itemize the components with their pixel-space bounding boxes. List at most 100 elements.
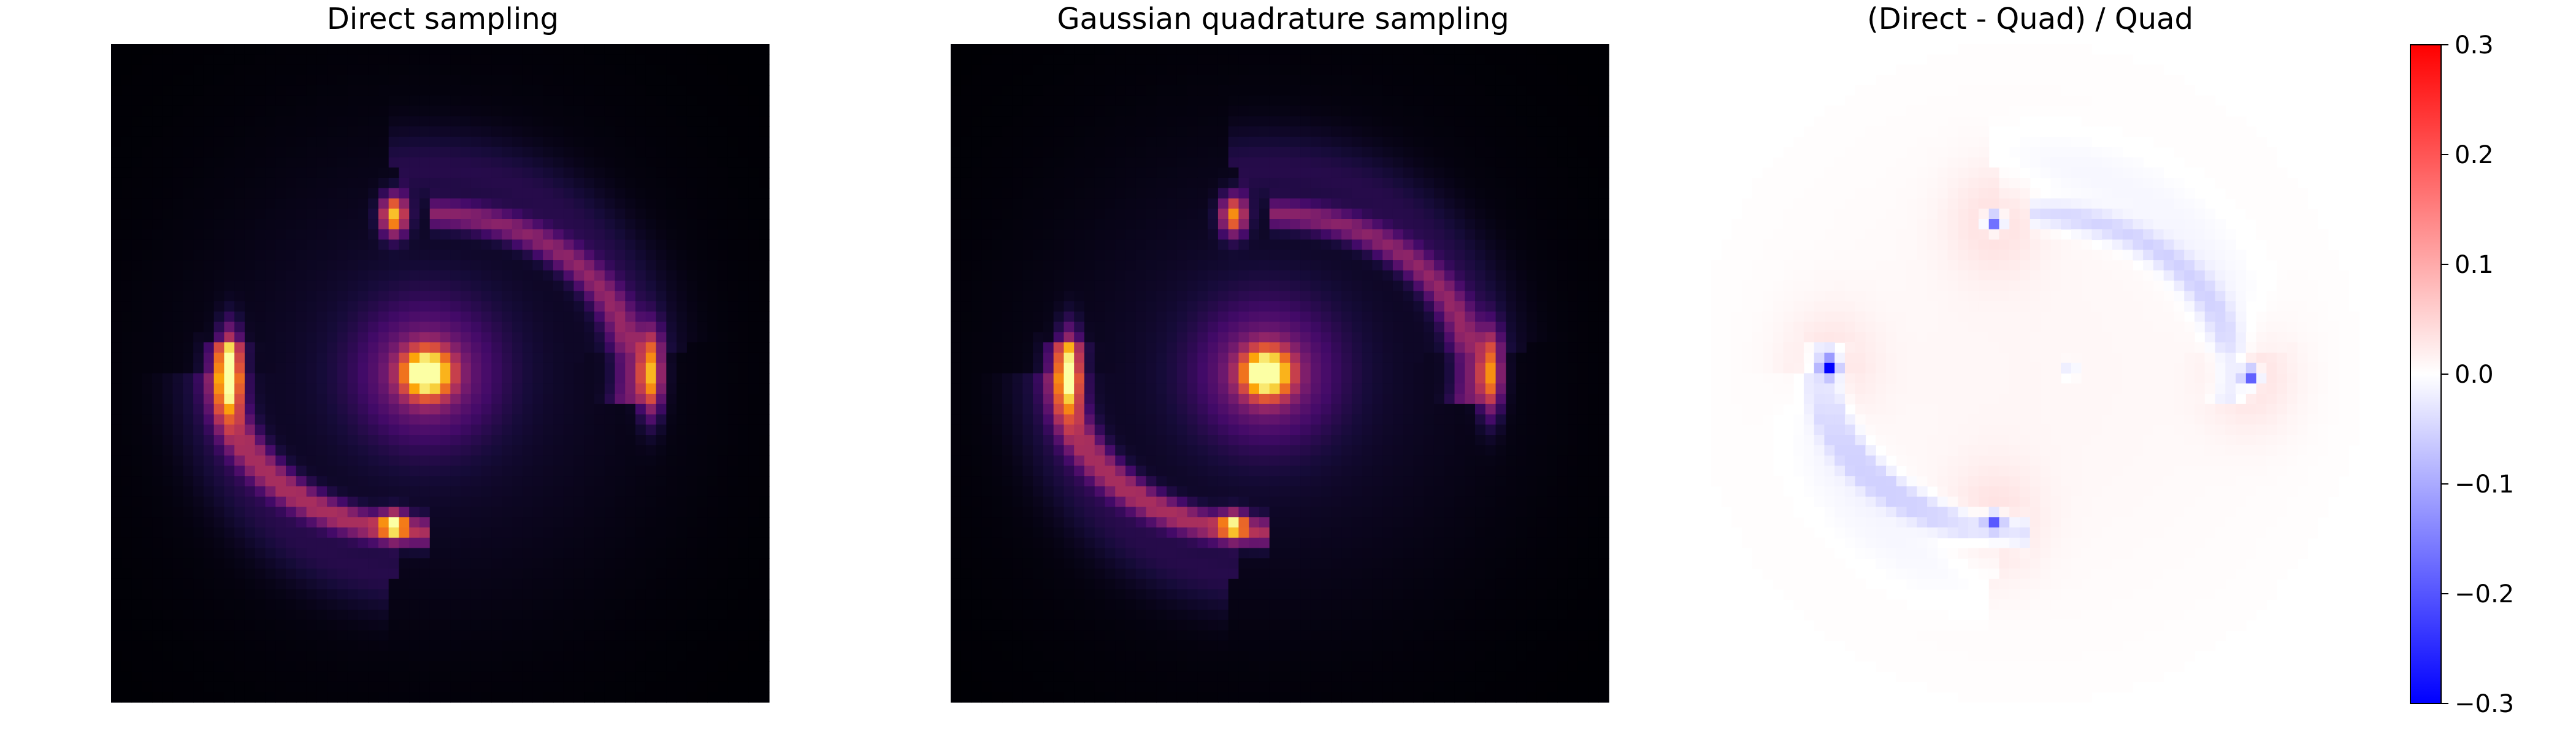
- heatmap-cell: [1238, 85, 1249, 96]
- heatmap-cell: [677, 445, 688, 456]
- heatmap-cell: [470, 54, 482, 66]
- heatmap-cell: [677, 569, 688, 580]
- heatmap-cell: [1300, 157, 1311, 168]
- heatmap-cell: [337, 250, 348, 261]
- heatmap-cell: [1167, 105, 1178, 117]
- heatmap-cell: [635, 619, 646, 631]
- heatmap-cell: [686, 209, 698, 220]
- heatmap-cell: [960, 126, 972, 137]
- heatmap-cell: [686, 342, 698, 353]
- heatmap-cell: [347, 527, 358, 539]
- heatmap-cell: [1115, 54, 1126, 66]
- heatmap-cell: [337, 126, 348, 137]
- heatmap-cell: [111, 116, 122, 127]
- heatmap-cell: [707, 424, 718, 435]
- heatmap-cell: [573, 527, 585, 539]
- heatmap-cell: [224, 548, 235, 559]
- heatmap-cell: [183, 157, 194, 168]
- heatmap-cell: [512, 610, 523, 621]
- heatmap-cell: [1382, 116, 1393, 127]
- heatmap-cell: [543, 44, 554, 55]
- heatmap-cell: [1362, 126, 1373, 137]
- heatmap-cell: [553, 362, 564, 374]
- heatmap-cell: [645, 414, 657, 425]
- heatmap-cell: [368, 589, 379, 600]
- heatmap-cell: [255, 445, 266, 456]
- heatmap-cell: [142, 619, 153, 631]
- heatmap-cell: [1146, 85, 1157, 96]
- heatmap-cell: [461, 332, 472, 343]
- heatmap-cell: [1454, 105, 1465, 117]
- heatmap-cell: [656, 321, 667, 333]
- heatmap-cell: [1043, 177, 1054, 189]
- heatmap-cell: [645, 260, 657, 271]
- heatmap-cell: [470, 291, 482, 302]
- heatmap-cell: [594, 671, 605, 683]
- heatmap-cell: [1444, 126, 1455, 137]
- heatmap-cell: [234, 157, 245, 168]
- heatmap-cell: [635, 54, 646, 66]
- heatmap-cell: [440, 280, 451, 291]
- heatmap-cell: [707, 301, 718, 312]
- heatmap-cell: [224, 260, 235, 271]
- heatmap-cell: [337, 394, 348, 405]
- heatmap-cell: [162, 671, 174, 683]
- heatmap-cell: [491, 466, 502, 477]
- heatmap-cell: [368, 661, 379, 672]
- heatmap-cell: [1064, 177, 1075, 189]
- heatmap-cell: [718, 250, 729, 261]
- heatmap-cell: [1310, 116, 1322, 127]
- heatmap-cell: [450, 177, 461, 189]
- heatmap-cell: [1557, 167, 1568, 178]
- heatmap-cell: [234, 548, 245, 559]
- heatmap-cell: [286, 188, 297, 199]
- heatmap-cell: [1506, 64, 1517, 75]
- heatmap-cell: [573, 599, 585, 610]
- heatmap-cell: [1495, 136, 1506, 148]
- heatmap-cell: [450, 578, 461, 590]
- heatmap-cell: [337, 692, 348, 703]
- heatmap-cell: [419, 383, 431, 394]
- heatmap-cell: [347, 496, 358, 508]
- heatmap-cell: [1506, 95, 1517, 107]
- heatmap-cell: [162, 362, 174, 374]
- heatmap-cell: [625, 599, 636, 610]
- heatmap-cell: [553, 126, 564, 137]
- heatmap-cell: [697, 640, 708, 651]
- heatmap-cell: [183, 229, 194, 240]
- heatmap-cell: [1485, 54, 1497, 66]
- heatmap-cell: [1146, 54, 1157, 66]
- heatmap-cell: [718, 167, 729, 178]
- heatmap-cell: [573, 105, 585, 117]
- heatmap-cell: [656, 527, 667, 539]
- heatmap-cell: [1167, 64, 1178, 75]
- heatmap-cell: [727, 167, 739, 178]
- heatmap-cell: [532, 188, 543, 199]
- heatmap-cell: [275, 558, 286, 569]
- heatmap-cell: [625, 301, 636, 312]
- heatmap-cell: [429, 537, 441, 549]
- heatmap-cell: [543, 373, 554, 384]
- heatmap-cell: [1588, 167, 1599, 178]
- heatmap-cell: [1217, 75, 1229, 86]
- heatmap-cell: [748, 126, 759, 137]
- heatmap-cell: [727, 527, 739, 539]
- heatmap-cell: [522, 486, 533, 497]
- heatmap-cell: [1331, 167, 1342, 178]
- heatmap-cell: [697, 424, 708, 435]
- heatmap-cell: [1064, 95, 1075, 107]
- heatmap-cell: [759, 177, 770, 189]
- heatmap-cell: [1084, 167, 1095, 178]
- heatmap-cell: [543, 599, 554, 610]
- heatmap-cell: [470, 651, 482, 662]
- heatmap-cell: [183, 486, 194, 497]
- heatmap-cell: [162, 537, 174, 549]
- heatmap-cell: [491, 445, 502, 456]
- heatmap-cell: [234, 198, 245, 209]
- heatmap-cell: [677, 44, 688, 55]
- heatmap-cell: [461, 476, 472, 487]
- heatmap-cell: [727, 157, 739, 168]
- heatmap-cell: [255, 332, 266, 343]
- heatmap-cell: [275, 332, 286, 343]
- heatmap-cell: [275, 640, 286, 651]
